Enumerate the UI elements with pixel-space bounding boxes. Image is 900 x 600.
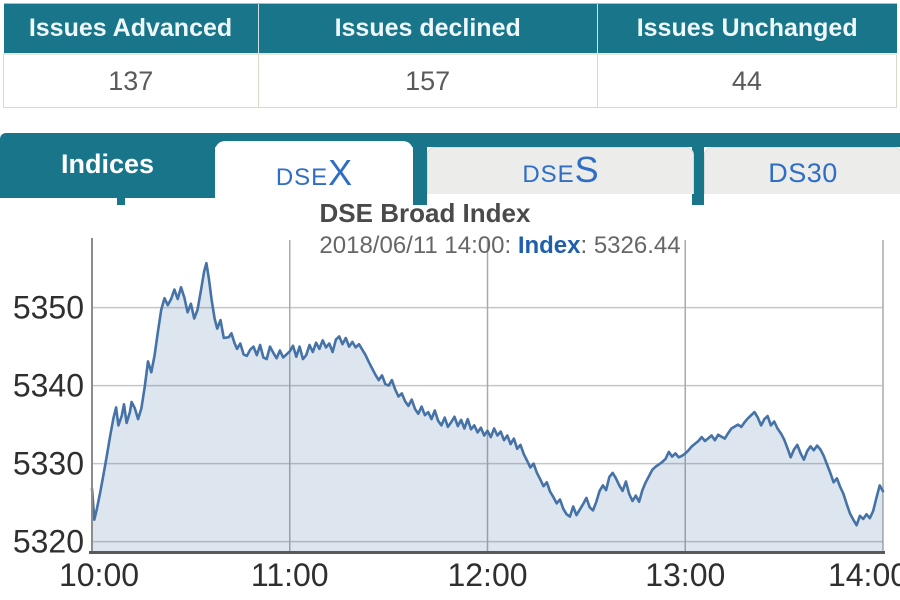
tab-dses[interactable]: DSES bbox=[427, 147, 694, 194]
x-axis-tick-label: 13:00 bbox=[645, 557, 725, 593]
tab-separator bbox=[692, 133, 704, 205]
x-axis-tick-label: 11:00 bbox=[251, 557, 329, 593]
issues-unchanged-header: Issues Unchanged bbox=[596, 3, 897, 54]
tab-dses-label-suffix: S bbox=[574, 149, 599, 190]
issues-value-row: 137 157 44 bbox=[3, 53, 898, 108]
tab-ds30[interactable]: DS30 bbox=[704, 147, 900, 194]
index-chart[interactable]: 5320 5330 5340 5350 10:00 11:00 12:00 13:00 14:0… bbox=[0, 225, 900, 600]
issues-declined-value: 157 bbox=[257, 53, 598, 108]
chart-title: DSE Broad Index bbox=[319, 198, 531, 228]
x-axis-tick-label: 10:00 bbox=[59, 557, 139, 593]
issues-summary-table: Issues Advanced Issues declined Issues U… bbox=[3, 3, 898, 108]
tab-separator bbox=[413, 133, 427, 205]
chart-subtitle-value: : 5326.44 bbox=[580, 232, 681, 259]
issues-header-row: Issues Advanced Issues declined Issues U… bbox=[3, 3, 897, 54]
issues-unchanged-value: 44 bbox=[596, 53, 898, 108]
tab-separator bbox=[117, 197, 125, 205]
y-axis-tick-label: 5350 bbox=[13, 290, 84, 326]
tab-dsex[interactable]: DSEX bbox=[215, 141, 413, 210]
issues-advanced-value: 137 bbox=[3, 53, 259, 108]
y-axis-tick-label: 5330 bbox=[13, 446, 84, 482]
tab-ds30-label: DS30 bbox=[768, 158, 838, 188]
tab-dsex-label-suffix: X bbox=[328, 152, 353, 193]
y-axis-tick-label: 5320 bbox=[13, 524, 84, 560]
chart-subtitle-datetime: 2018/06/11 14:00: bbox=[319, 232, 518, 259]
x-axis-tick-label: 12:00 bbox=[447, 557, 527, 593]
issues-advanced-header: Issues Advanced bbox=[3, 3, 258, 54]
indices-bar-label: Indices bbox=[0, 133, 215, 198]
issues-declined-header: Issues declined bbox=[257, 3, 598, 54]
chart-subtitle: 2018/06/11 14:00: Index: 5326.44 bbox=[100, 232, 900, 260]
y-axis-tick-label: 5340 bbox=[13, 368, 84, 404]
x-axis-tick-label: 14:00 bbox=[828, 557, 900, 593]
chart-subtitle-series-label: Index bbox=[517, 232, 581, 259]
tab-dses-label: DSE bbox=[522, 161, 575, 188]
tab-dsex-label: DSE bbox=[275, 164, 329, 191]
